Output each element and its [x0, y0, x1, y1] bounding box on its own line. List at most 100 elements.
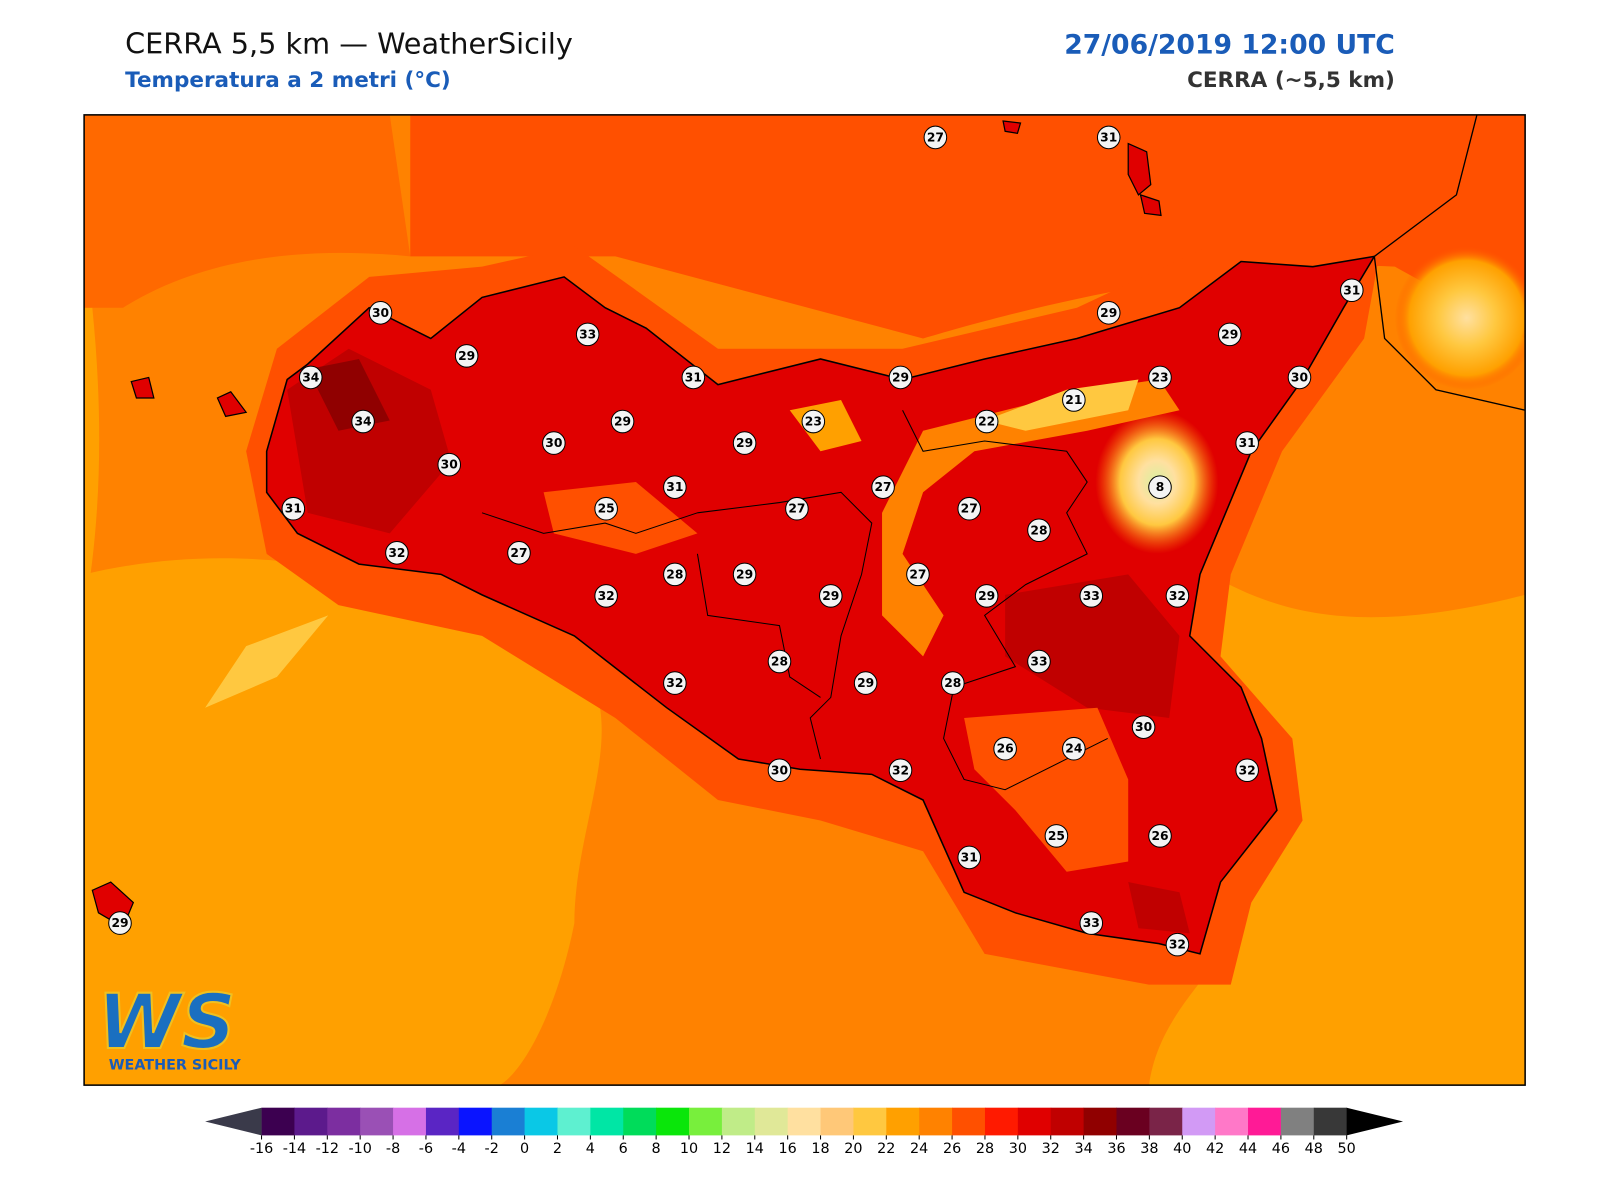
station-value: 27 — [788, 502, 805, 516]
station-marker — [1044, 824, 1069, 848]
colorbar-tick-label: 22 — [877, 1141, 895, 1157]
station-marker — [957, 845, 982, 870]
station-marker — [906, 562, 930, 587]
station-value: 29 — [111, 916, 128, 930]
station-marker — [1287, 365, 1312, 390]
station-value: 26 — [997, 742, 1014, 756]
station-value: 27 — [510, 546, 527, 560]
station-value: 28 — [1030, 523, 1047, 537]
station-value: 28 — [666, 567, 683, 581]
station-marker — [1079, 584, 1104, 608]
colorbar-box — [425, 1107, 460, 1136]
station-marker — [1096, 301, 1121, 325]
station-marker — [454, 344, 479, 368]
logo-text: WEATHER SICILY — [109, 1058, 242, 1074]
station-marker — [1131, 715, 1156, 739]
cool-area — [543, 482, 698, 554]
station-marker — [351, 409, 375, 434]
station-marker — [853, 671, 878, 695]
stations: 27 31 30 33 29 34 31 29 29 29 31 30 23 21 22 23 29 34 30 29… — [108, 125, 1364, 957]
colorbar-tick-label: 32 — [1042, 1141, 1060, 1157]
station-value: 30 — [545, 436, 562, 450]
colorbar-box — [557, 1107, 591, 1136]
date: 27/06/2019 12:00 UTC — [1064, 29, 1395, 60]
colorbar-box — [689, 1107, 723, 1136]
station-value: 32 — [1239, 763, 1256, 777]
station-value: 27 — [909, 567, 926, 581]
station-marker — [663, 562, 687, 587]
station-marker — [974, 409, 999, 434]
colorbar-box — [984, 1107, 1019, 1136]
colorbar-box — [787, 1107, 822, 1136]
hot-area — [1128, 882, 1190, 934]
station-value: 31 — [1239, 436, 1256, 450]
station-value: 30 — [771, 763, 788, 777]
colorbar-tick-label: -2 — [485, 1141, 499, 1157]
station-value: 29 — [822, 589, 839, 603]
station-marker — [681, 365, 706, 390]
colorbar-tick-label: 34 — [1074, 1141, 1092, 1157]
colorbar-tick-label: 14 — [746, 1141, 764, 1157]
station-value: 32 — [892, 763, 909, 777]
station-marker — [575, 322, 600, 347]
station-marker — [1235, 431, 1259, 455]
station-value: 32 — [388, 546, 405, 560]
station-marker — [594, 496, 618, 521]
station-marker — [957, 496, 982, 521]
station-value: 29 — [978, 589, 995, 603]
station-value: 29 — [458, 349, 475, 363]
colorbar-tick-label: 44 — [1239, 1141, 1257, 1157]
colorbar-box — [458, 1107, 493, 1136]
station-marker — [993, 736, 1017, 761]
province-border — [481, 410, 1108, 791]
station-value: 29 — [857, 676, 874, 690]
station-marker — [542, 431, 566, 455]
colorbar-box — [820, 1107, 854, 1136]
colorbar-tick-label: -4 — [452, 1141, 466, 1157]
station-value: 8 — [1156, 480, 1165, 494]
station-marker — [437, 452, 462, 477]
colorbar-tick-label: 26 — [943, 1141, 961, 1157]
calabria-coast — [1373, 114, 1526, 411]
colorbar-box — [491, 1107, 526, 1136]
station-value: 31 — [685, 370, 702, 384]
station-value: 29 — [892, 370, 909, 384]
colorbar-tick-label: -14 — [283, 1141, 306, 1157]
subtitle: Temperatura a 2 metri (°C) — [125, 68, 451, 93]
title: CERRA 5,5 km — WeatherSicily — [125, 26, 573, 60]
station-marker — [1339, 278, 1364, 303]
colorbar-box — [590, 1107, 624, 1136]
colorbar-tick-label: 30 — [1009, 1141, 1027, 1157]
station-value: 22 — [978, 415, 995, 429]
station-marker — [663, 671, 687, 695]
station-marker — [767, 649, 792, 674]
station-marker — [1235, 758, 1259, 783]
colorbar-tick-label: -6 — [419, 1141, 433, 1157]
station-marker — [1165, 584, 1190, 608]
colorbar-box — [886, 1107, 920, 1136]
station-marker — [1165, 932, 1190, 957]
colorbar-tick-label: 0 — [520, 1141, 529, 1157]
station-marker — [368, 301, 393, 325]
colorbar-over — [1346, 1107, 1404, 1136]
station-value: 34 — [302, 370, 319, 384]
logo: WS WEATHER SICILY — [96, 977, 242, 1074]
station-value: 33 — [1083, 916, 1100, 930]
station-value: 23 — [805, 415, 822, 429]
station-value: 27 — [961, 502, 978, 516]
station-value: 30 — [372, 306, 389, 320]
station-value: 31 — [961, 850, 978, 864]
station-value: 32 — [666, 676, 683, 690]
station-marker — [298, 365, 323, 390]
station-marker — [1148, 475, 1172, 499]
station-value: 31 — [1343, 283, 1360, 297]
sea-hot — [84, 114, 411, 308]
colorbar-tick-label: 50 — [1338, 1141, 1356, 1157]
station-marker — [732, 562, 757, 587]
cool-area — [882, 379, 1180, 657]
station-value: 30 — [1135, 720, 1152, 734]
station-value: 33 — [1030, 655, 1047, 669]
sea-warm — [84, 307, 100, 616]
station-value: 29 — [736, 567, 753, 581]
